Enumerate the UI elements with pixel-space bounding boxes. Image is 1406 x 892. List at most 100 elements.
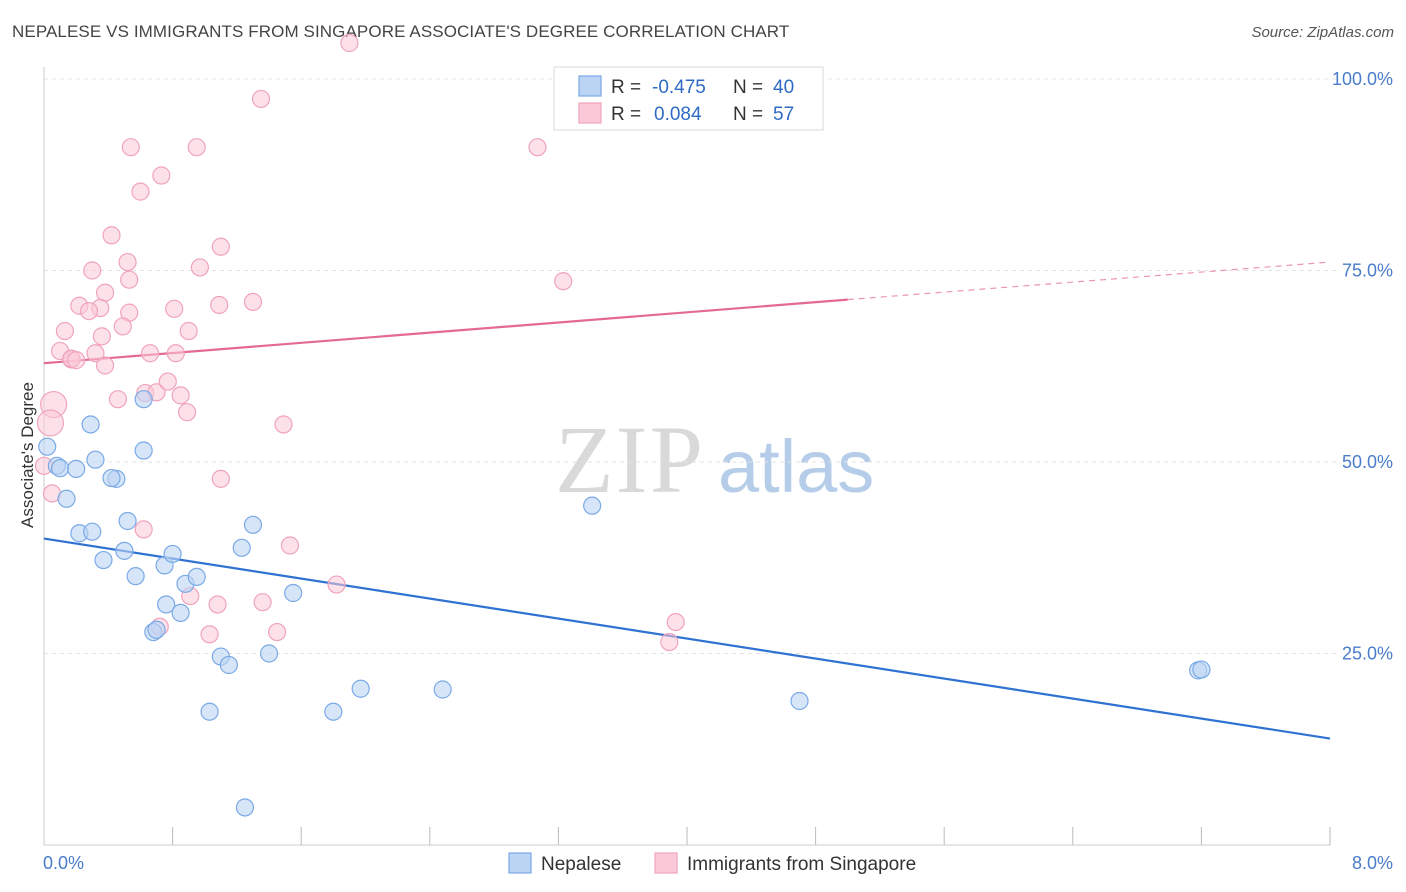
- singapore-trend-line-extension: [847, 261, 1331, 301]
- nepalese-point-18: [163, 544, 182, 564]
- nepalese-point-29: [219, 655, 238, 675]
- nepalese-point-33: [351, 679, 370, 698]
- singapore-point-49: [253, 593, 272, 612]
- axes: [43, 67, 1331, 846]
- singapore-point-20: [210, 295, 229, 315]
- singapore-point-51: [200, 625, 219, 644]
- nepalese-point-26: [243, 515, 263, 534]
- singapore-point-10: [118, 252, 137, 272]
- series-nepalese-points: [38, 390, 1211, 817]
- nepalese-point-39: [235, 798, 255, 817]
- nepalese-point-30: [259, 644, 279, 663]
- singapore-point-21: [243, 292, 263, 312]
- singapore-point-54: [660, 632, 679, 652]
- singapore-point-2: [121, 138, 140, 157]
- nepalese-point-11: [134, 390, 153, 409]
- singapore-point-29: [166, 344, 185, 363]
- legend-swatch-singapore: [578, 102, 602, 124]
- legend-n-label-2: N =: [733, 104, 763, 125]
- singapore-point-48: [208, 595, 227, 614]
- chart-title: NEPALESE VS IMMIGRANTS FROM SINGAPORE AS…: [12, 22, 790, 41]
- singapore-point-19: [165, 299, 184, 318]
- nepalese-point-14: [115, 541, 134, 560]
- nepalese-point-31: [200, 702, 219, 721]
- singapore-point-13: [554, 272, 573, 291]
- nepalese-point-10: [102, 468, 121, 488]
- tick-labels: 25.0% 50.0% 75.0% 100.0% 0.0% 8.0%: [43, 69, 1393, 873]
- y-tick-label-1: 50.0%: [1342, 452, 1393, 472]
- singapore-point-38: [177, 403, 197, 422]
- nepalese-point-22: [171, 603, 190, 623]
- bottom-legend-label-singapore: Immigrants from Singapore: [687, 854, 916, 875]
- nepalese-point-7: [81, 415, 100, 434]
- y-axis-label: Associate's Degree: [18, 382, 37, 528]
- singapore-point-7: [102, 226, 121, 245]
- nepalese-point-6: [67, 459, 86, 478]
- legend-r-value-1: -0.475: [652, 77, 706, 98]
- singapore-point-33: [67, 351, 86, 370]
- singapore-point-37: [171, 386, 190, 405]
- singapore-point-46: [327, 575, 346, 594]
- nepalese-point-27: [284, 583, 303, 603]
- y-tick-label-3: 100.0%: [1332, 69, 1393, 89]
- singapore-point-55: [158, 372, 177, 391]
- watermark-atlas: atlas: [718, 425, 874, 508]
- nepalese-point-32: [324, 702, 343, 721]
- singapore-point-4: [528, 138, 547, 157]
- singapore-point-9: [83, 261, 102, 280]
- nepalese-point-13: [94, 550, 113, 570]
- singapore-point-0: [340, 33, 359, 53]
- singapore-point-12: [120, 270, 139, 289]
- singapore-point-11: [190, 258, 210, 277]
- singapore-point-41: [274, 415, 293, 434]
- watermark-zip: ZIP: [555, 406, 705, 513]
- bottom-legend-label-nepalese: Nepalese: [541, 854, 621, 875]
- nepalese-point-24: [147, 620, 166, 639]
- bottom-legend: Nepalese Immigrants from Singapore: [508, 852, 916, 875]
- singapore-point-44: [134, 520, 153, 539]
- nepalese-point-34: [433, 680, 452, 699]
- nepalese-point-8: [86, 450, 105, 469]
- legend-r-value-2: 0.084: [654, 104, 702, 125]
- nepalese-point-35: [583, 496, 602, 515]
- singapore-point-34: [108, 390, 128, 409]
- legend-r-label-2: R =: [611, 104, 641, 125]
- y-tick-label-0: 25.0%: [1342, 644, 1393, 664]
- nepalese-point-38: [1192, 660, 1211, 679]
- singapore-point-45: [280, 536, 300, 555]
- x-tick-label-1: 8.0%: [1352, 853, 1393, 873]
- legend-n-value-1: 40: [773, 77, 794, 98]
- legend-n-label-1: N =: [733, 77, 763, 98]
- singapore-point-27: [86, 344, 105, 363]
- nepalese-trend-line: [43, 537, 1331, 740]
- legend-r-label-1: R =: [611, 77, 641, 98]
- singapore-point-28: [140, 344, 160, 363]
- nepalese-point-36: [790, 691, 809, 711]
- singapore-point-52: [267, 622, 287, 642]
- top-legend: R = -0.475 N = 40 R = 0.084 N = 57: [553, 66, 824, 131]
- nepalese-point-15: [118, 511, 137, 531]
- singapore-point-25: [179, 321, 198, 341]
- singapore-point-5: [152, 166, 171, 185]
- singapore-point-22: [113, 317, 132, 336]
- nepalese-point-0: [38, 437, 57, 456]
- nepalese-point-25: [232, 538, 251, 557]
- singapore-point-43: [211, 469, 230, 488]
- nepalese-point-2: [57, 489, 76, 508]
- legend-n-value-2: 57: [773, 104, 794, 125]
- singapore-point-40: [36, 409, 65, 437]
- singapore-point-8: [211, 237, 230, 256]
- nepalese-point-12: [134, 441, 153, 460]
- nepalese-point-5: [50, 459, 70, 478]
- singapore-point-3: [187, 138, 206, 157]
- singapore-point-24: [92, 327, 111, 346]
- bottom-legend-swatch-nepalese: [508, 852, 532, 874]
- nepalese-point-16: [126, 567, 145, 586]
- gridlines: [44, 78, 1340, 654]
- singapore-point-23: [55, 321, 74, 341]
- singapore-point-31: [95, 356, 115, 375]
- y-tick-label-2: 75.0%: [1342, 261, 1393, 281]
- nepalese-point-20: [187, 567, 206, 587]
- singapore-point-1: [251, 89, 271, 109]
